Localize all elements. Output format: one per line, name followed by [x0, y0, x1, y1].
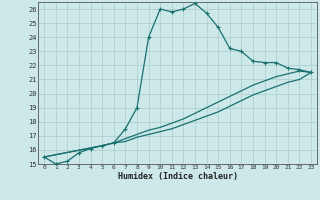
- X-axis label: Humidex (Indice chaleur): Humidex (Indice chaleur): [118, 172, 238, 181]
